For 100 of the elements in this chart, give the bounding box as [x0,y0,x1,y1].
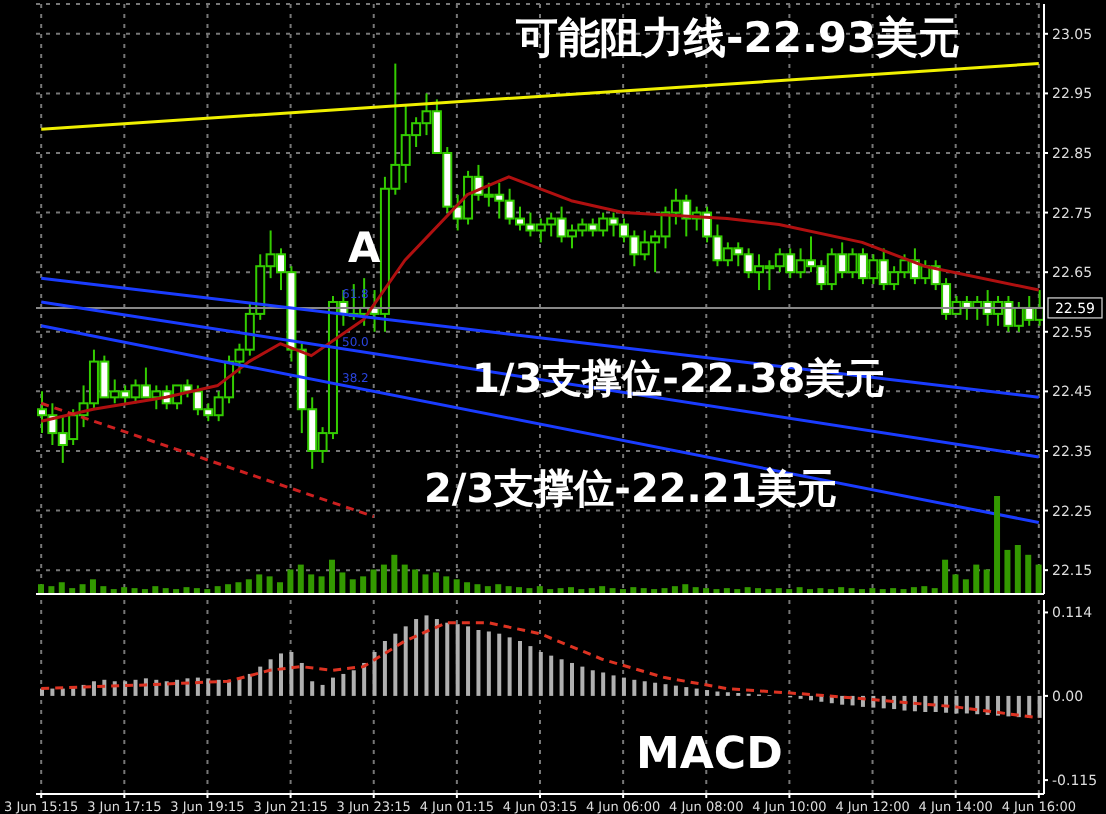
bar [559,659,564,696]
bar [206,678,211,696]
bar [279,653,284,696]
bar [684,687,689,696]
bar [1037,695,1042,718]
bar [705,690,710,696]
bar [518,641,523,696]
bar [432,572,439,594]
bar [962,579,969,594]
bar [351,670,356,696]
bar [455,624,460,696]
bar [1035,564,1042,594]
bar [277,582,284,594]
bar [975,695,980,715]
bar [569,662,574,696]
bar [245,579,252,594]
bar [380,564,387,594]
bar [973,564,980,594]
bar [474,584,481,594]
bar [486,631,491,696]
bar [289,651,294,696]
bar [464,582,471,594]
bar [466,626,471,696]
bar [266,576,273,594]
bar [642,681,647,696]
bar [881,695,886,709]
bar [133,679,138,696]
bar [538,651,543,696]
bar [50,688,55,696]
bar [653,682,658,696]
bar [1006,695,1011,717]
bar [964,695,969,714]
bar [258,666,263,696]
bar [247,673,252,696]
bar [453,579,460,594]
bar [164,681,169,696]
bar [268,659,273,696]
bar [424,615,429,696]
bar [694,688,699,696]
bar [611,675,616,696]
bar [1014,545,1021,594]
bar [89,579,96,594]
bar [216,679,221,696]
bar [663,684,668,696]
bar [401,564,408,594]
bar [328,559,335,594]
bar [38,584,44,594]
bar [123,681,128,696]
bar [360,576,367,594]
bar [320,684,325,696]
bar [994,496,1001,594]
annotation: MACD [636,730,783,781]
bar [175,679,180,696]
annotation: 可能阻力线-22.93美元 [516,14,961,63]
bar [391,554,398,594]
bar [330,677,335,696]
bar [58,582,65,594]
bar [601,672,606,696]
bar [235,582,242,594]
bar [91,681,96,696]
bar [393,633,398,696]
bar [349,579,356,594]
bar [1025,554,1032,594]
bar [590,670,595,696]
bar [933,695,938,713]
bar [414,619,419,696]
bar [79,584,86,594]
bar [1004,549,1011,594]
annotation: A [348,224,381,273]
bar [507,637,512,696]
bar [1016,695,1021,718]
bar [341,673,346,696]
bar [422,574,429,594]
bar [60,688,65,696]
annotation: 2/3支撑位-22.21美元 [424,464,838,512]
bar [339,572,346,594]
bar [983,569,990,594]
bar [942,559,949,594]
bar [952,574,959,594]
bar [362,662,367,696]
bar [476,630,481,696]
bar [580,666,585,696]
bar [256,574,263,594]
bar [549,655,554,696]
bar [382,641,387,696]
bar [299,662,304,696]
bar [528,646,533,696]
bar [412,569,419,594]
bar [495,584,502,594]
bar [297,564,304,594]
bar [403,626,408,696]
bar [840,695,845,705]
line-series [39,175,1041,423]
bar [310,681,315,696]
bar [497,633,502,696]
bar [621,677,626,696]
bar [287,569,294,594]
bar [308,574,315,594]
bar [370,569,377,594]
bar [443,576,450,594]
